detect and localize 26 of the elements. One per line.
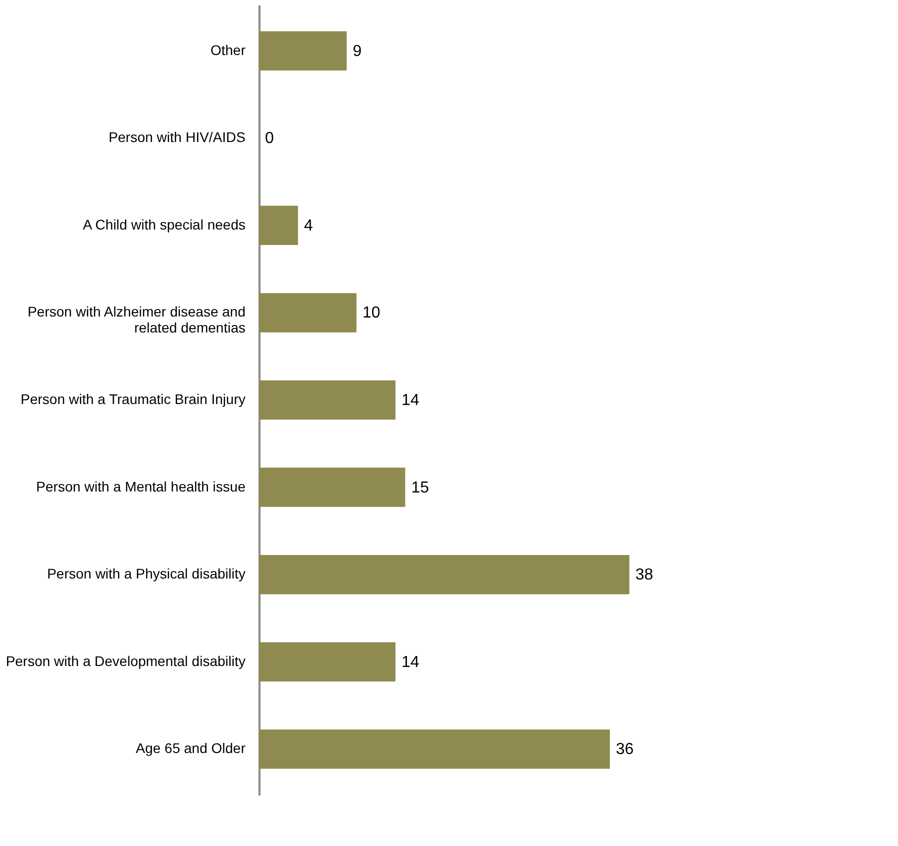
- bar: [259, 293, 356, 332]
- data-label: 14: [401, 392, 420, 409]
- data-label: 4: [304, 217, 313, 234]
- y-tick-label: Person with a Traumatic Brain Injury: [20, 391, 246, 407]
- y-tick-label: Age 65 and Older: [136, 740, 246, 756]
- data-label: 9: [352, 42, 362, 60]
- data-label: 0: [265, 130, 274, 148]
- bar: [259, 730, 610, 769]
- data-label: 10: [362, 304, 380, 322]
- y-tick-label: Other: [210, 42, 246, 58]
- bar: [259, 380, 396, 420]
- data-label: 14: [401, 654, 420, 671]
- y-tick-label: Person with Alzheimer disease and related dementias: [28, 304, 246, 336]
- y-tick-label: Person with HIV/AIDS: [108, 129, 246, 146]
- bar: [259, 554, 630, 594]
- bar: [259, 642, 396, 682]
- data-label: 36: [616, 741, 634, 758]
- data-label: 38: [635, 566, 654, 584]
- y-tick-label: Person with a Mental health issue: [36, 478, 246, 494]
- y-tick-label: Person with a Physical disability: [47, 566, 246, 582]
- bar: [259, 468, 406, 507]
- bar: [259, 206, 298, 246]
- data-label: 15: [411, 479, 430, 496]
- bar: [259, 31, 347, 70]
- y-tick-label: A Child with special needs: [82, 216, 246, 232]
- y-tick-label: Person with a Developmental disability: [6, 652, 246, 669]
